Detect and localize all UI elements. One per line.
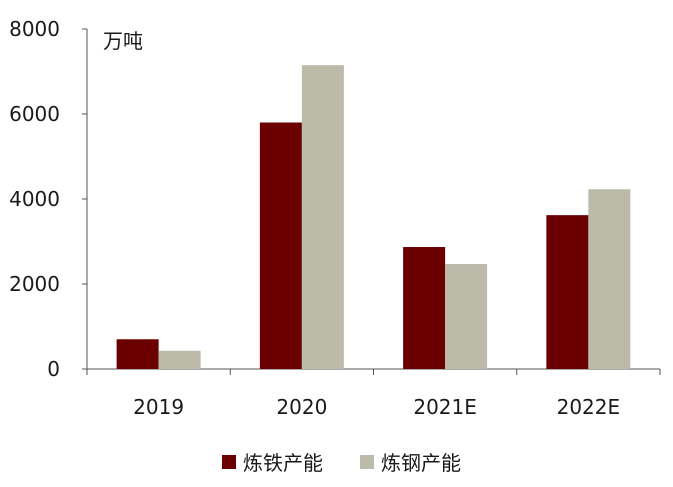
x-axis: 2019 2020 2021E 2022E xyxy=(86,368,661,419)
y-tick-label: 6000 xyxy=(9,102,60,126)
x-tick-label: 2021E xyxy=(413,395,477,419)
bar-steel-2022E xyxy=(588,189,631,369)
x-tick-label: 2020 xyxy=(276,395,327,419)
y-axis: 0 2000 4000 6000 8000 xyxy=(9,17,88,381)
bars xyxy=(116,65,631,369)
y-tick-label: 2000 xyxy=(9,272,60,296)
bar-iron-2021E xyxy=(403,247,446,369)
legend-label-iron: 炼铁产能 xyxy=(243,451,323,475)
bar-steel-2020 xyxy=(301,65,344,369)
y-tick-label: 0 xyxy=(47,357,60,381)
bar-iron-2022E xyxy=(546,215,589,369)
bar-steel-2019 xyxy=(158,350,201,369)
legend: 炼铁产能 炼钢产能 xyxy=(222,451,461,475)
x-tick-label: 2019 xyxy=(133,395,184,419)
bar-iron-2020 xyxy=(259,122,302,369)
bar-steel-2021E xyxy=(445,264,488,369)
y-tick-label: 4000 xyxy=(9,187,60,211)
legend-swatch-steel xyxy=(360,455,374,469)
y-tick-label: 8000 xyxy=(9,17,60,41)
bar-iron-2019 xyxy=(116,339,159,369)
legend-swatch-iron xyxy=(222,455,236,469)
legend-label-steel: 炼钢产能 xyxy=(381,451,461,475)
y-unit-label: 万吨 xyxy=(103,29,143,53)
x-tick-label: 2022E xyxy=(557,395,621,419)
